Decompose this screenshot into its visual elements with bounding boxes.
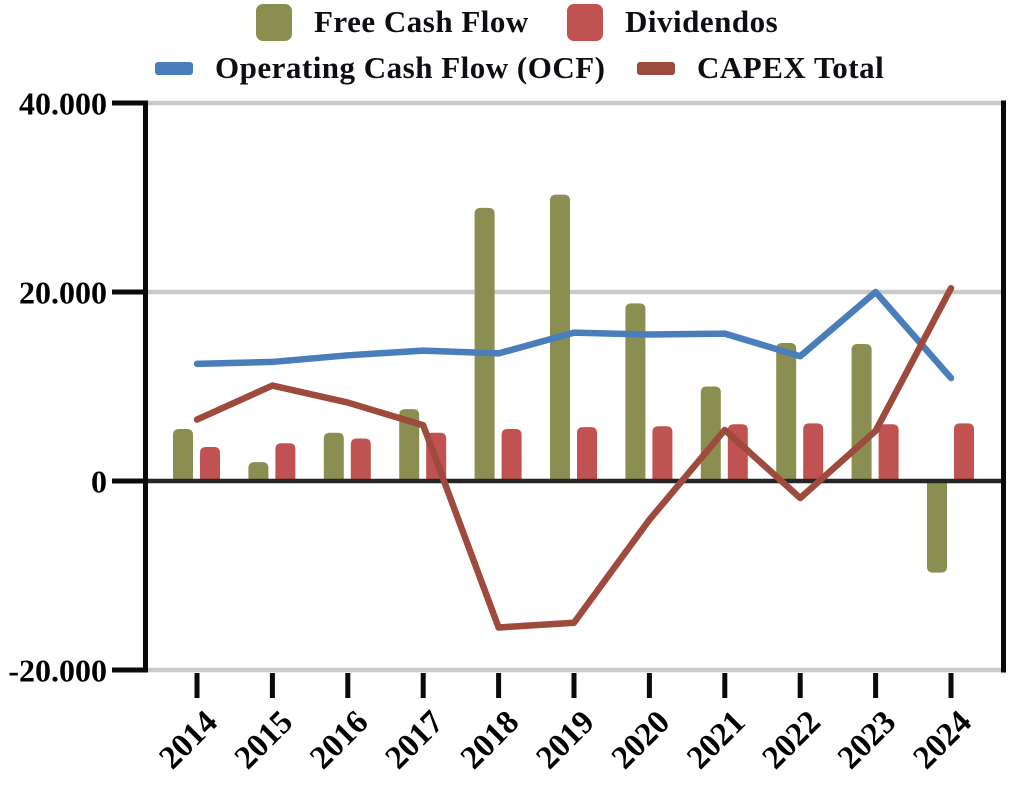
bar-dividendos-2023 — [878, 424, 899, 481]
y-axis-label-40000: 40.000 — [19, 86, 107, 122]
x-axis-label-2023: 2023 — [831, 704, 903, 776]
legend-label-dividendos: Dividendos — [625, 4, 779, 39]
bar-dividendos-2016 — [350, 438, 371, 481]
bar-dividendos-2022 — [803, 423, 824, 481]
x-axis-label-2017: 2017 — [379, 704, 451, 776]
bar-free-cash-flow-2020 — [625, 303, 646, 481]
legend-label-operating-cash-flow: Operating Cash Flow (OCF) — [215, 50, 606, 85]
line-operating-cash-flow-ocf — [193, 288, 955, 382]
legend-item-operating-cash-flow: Operating Cash Flow (OCF) — [155, 50, 606, 85]
y-axis-label-20000: 20.000 — [19, 275, 107, 311]
x-axis-label-2020: 2020 — [605, 704, 677, 776]
bar-dividendos-2014 — [200, 446, 220, 481]
capex-total-swatch-icon — [637, 61, 675, 75]
bar-free-cash-flow-2016 — [323, 432, 344, 481]
bar-free-cash-flow-2018 — [474, 207, 495, 481]
x-axis-label-2015: 2015 — [228, 704, 300, 776]
bar-free-cash-flow-2022 — [776, 343, 797, 481]
bar-free-cash-flow-2023 — [851, 343, 872, 481]
x-axis-label-2014: 2014 — [153, 704, 225, 776]
operating-cash-flow-swatch-icon — [155, 61, 193, 75]
legend-label-free-cash-flow: Free Cash Flow — [314, 4, 529, 39]
bar-free-cash-flow-2024 — [927, 481, 947, 573]
x-axis-label-2024: 2024 — [907, 704, 979, 776]
bar-dividendos-2024 — [954, 423, 974, 481]
free-cash-flow-swatch-icon — [256, 3, 292, 41]
legend-item-capex-total: CAPEX Total — [637, 50, 884, 85]
legend-item-free-cash-flow: Free Cash Flow — [256, 0, 529, 44]
bar-free-cash-flow-2017 — [399, 409, 420, 481]
x-axis-label-2016: 2016 — [303, 704, 375, 776]
x-axis-label-2021: 2021 — [680, 704, 752, 776]
bar-dividendos-2019 — [577, 427, 597, 481]
x-axis-label-2019: 2019 — [530, 704, 602, 776]
y-axis-label-0: 0 — [91, 464, 107, 500]
legend-label-capex-total: CAPEX Total — [697, 50, 885, 85]
x-axis-label-2018: 2018 — [454, 704, 526, 776]
x-axis-label-2022: 2022 — [756, 704, 828, 776]
bar-free-cash-flow-2015 — [248, 462, 269, 481]
y-axis-label--20000: -20.000 — [8, 653, 107, 689]
bar-dividendos-2015 — [275, 443, 296, 481]
bar-dividendos-2020 — [652, 426, 673, 481]
bar-dividendos-2018 — [501, 429, 522, 481]
dividendos-swatch-icon — [567, 3, 603, 41]
bar-free-cash-flow-2014 — [173, 429, 193, 481]
line-capex-total — [193, 284, 955, 631]
legend-item-dividendos: Dividendos — [567, 0, 778, 44]
